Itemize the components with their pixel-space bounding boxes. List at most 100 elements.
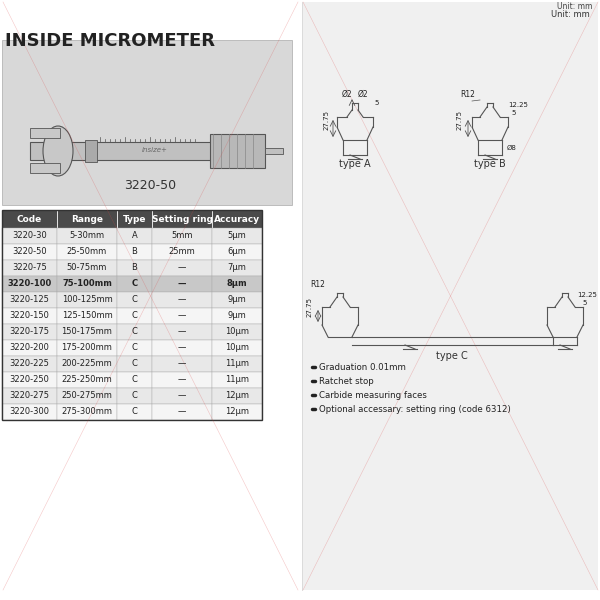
Text: 3220-150: 3220-150 [10, 311, 49, 320]
Text: 3220-250: 3220-250 [10, 376, 49, 385]
Bar [57, 308, 117, 324]
Bar [2, 276, 57, 292]
Text: INSIDE MICROMETER: INSIDE MICROMETER [5, 32, 215, 50]
Text: type C: type C [436, 351, 468, 361]
Bar [265, 148, 283, 154]
Text: 12.25: 12.25 [577, 292, 597, 298]
Bar [57, 244, 117, 260]
Bar [212, 276, 262, 292]
Bar [212, 260, 262, 276]
Text: 225-250mm: 225-250mm [62, 376, 112, 385]
Text: 5: 5 [583, 300, 587, 306]
Bar [212, 356, 262, 372]
Bar [2, 308, 57, 324]
Text: A: A [131, 232, 137, 241]
Text: C: C [131, 407, 137, 416]
Bar [85, 140, 97, 162]
Text: Ø2: Ø2 [341, 90, 352, 99]
Bar [2, 210, 262, 420]
Bar [2, 340, 57, 356]
Bar [210, 134, 265, 168]
Text: 5: 5 [375, 100, 379, 106]
Text: Graduation 0.01mm: Graduation 0.01mm [319, 362, 406, 371]
Bar [212, 210, 262, 228]
Bar [57, 292, 117, 308]
Bar [212, 404, 262, 420]
Text: 125-150mm: 125-150mm [62, 311, 112, 320]
Text: 27.75: 27.75 [457, 110, 463, 130]
Bar [2, 404, 57, 420]
Bar [152, 276, 212, 292]
Bar [152, 260, 212, 276]
Text: 250-275mm: 250-275mm [62, 391, 112, 401]
Bar [152, 372, 212, 388]
Bar [212, 388, 262, 404]
Text: 12.25: 12.25 [508, 102, 528, 108]
Text: C: C [131, 295, 137, 304]
Text: Ø2: Ø2 [358, 90, 368, 99]
Text: 3220-225: 3220-225 [10, 359, 49, 368]
Text: B: B [131, 263, 137, 272]
Bar [117, 292, 152, 308]
Text: Unit: mm: Unit: mm [557, 2, 592, 11]
Text: 150-175mm: 150-175mm [62, 328, 112, 337]
Text: 75-100mm: 75-100mm [62, 280, 112, 289]
Bar [117, 308, 152, 324]
Bar [57, 276, 117, 292]
Text: —: — [178, 295, 186, 304]
Text: —: — [178, 263, 186, 272]
Text: 3220-125: 3220-125 [10, 295, 49, 304]
Text: Setting ring: Setting ring [151, 214, 212, 223]
Bar [152, 388, 212, 404]
Bar [303, 2, 598, 590]
Text: Carbide measuring faces: Carbide measuring faces [319, 391, 427, 400]
Bar [2, 292, 57, 308]
Bar [212, 228, 262, 244]
Bar [2, 324, 57, 340]
Text: —: — [178, 376, 186, 385]
Bar [2, 260, 57, 276]
Bar [2, 228, 57, 244]
Text: 8μm: 8μm [227, 280, 247, 289]
Bar [30, 142, 240, 160]
Bar [117, 244, 152, 260]
Text: R12: R12 [461, 90, 475, 99]
Bar [117, 340, 152, 356]
Bar [152, 210, 212, 228]
Bar [117, 210, 152, 228]
Bar [57, 356, 117, 372]
Text: —: — [178, 391, 186, 401]
Text: —: — [178, 280, 186, 289]
Bar [2, 210, 57, 228]
Text: 175-200mm: 175-200mm [62, 343, 112, 352]
Text: —: — [178, 343, 186, 352]
Text: 5: 5 [512, 110, 516, 116]
Text: 5mm: 5mm [171, 232, 193, 241]
Text: Range: Range [71, 214, 103, 223]
Text: 12μm: 12μm [225, 391, 249, 401]
Bar [57, 404, 117, 420]
Bar [212, 308, 262, 324]
Bar [117, 356, 152, 372]
Bar [57, 388, 117, 404]
Text: —: — [178, 328, 186, 337]
Bar [2, 244, 57, 260]
Bar [57, 372, 117, 388]
Text: 11μm: 11μm [225, 376, 249, 385]
Text: Accuracy: Accuracy [214, 214, 260, 223]
Bar [152, 228, 212, 244]
Text: Type: Type [123, 214, 146, 223]
Bar [152, 292, 212, 308]
Bar [152, 356, 212, 372]
Text: 5-30mm: 5-30mm [70, 232, 104, 241]
Text: —: — [178, 311, 186, 320]
Text: 25mm: 25mm [169, 247, 196, 257]
Bar [117, 228, 152, 244]
Bar [30, 163, 60, 173]
Bar [117, 276, 152, 292]
Text: 10μm: 10μm [225, 343, 249, 352]
Bar [117, 324, 152, 340]
Bar [2, 372, 57, 388]
Bar [30, 128, 60, 138]
Text: 275-300mm: 275-300mm [62, 407, 113, 416]
